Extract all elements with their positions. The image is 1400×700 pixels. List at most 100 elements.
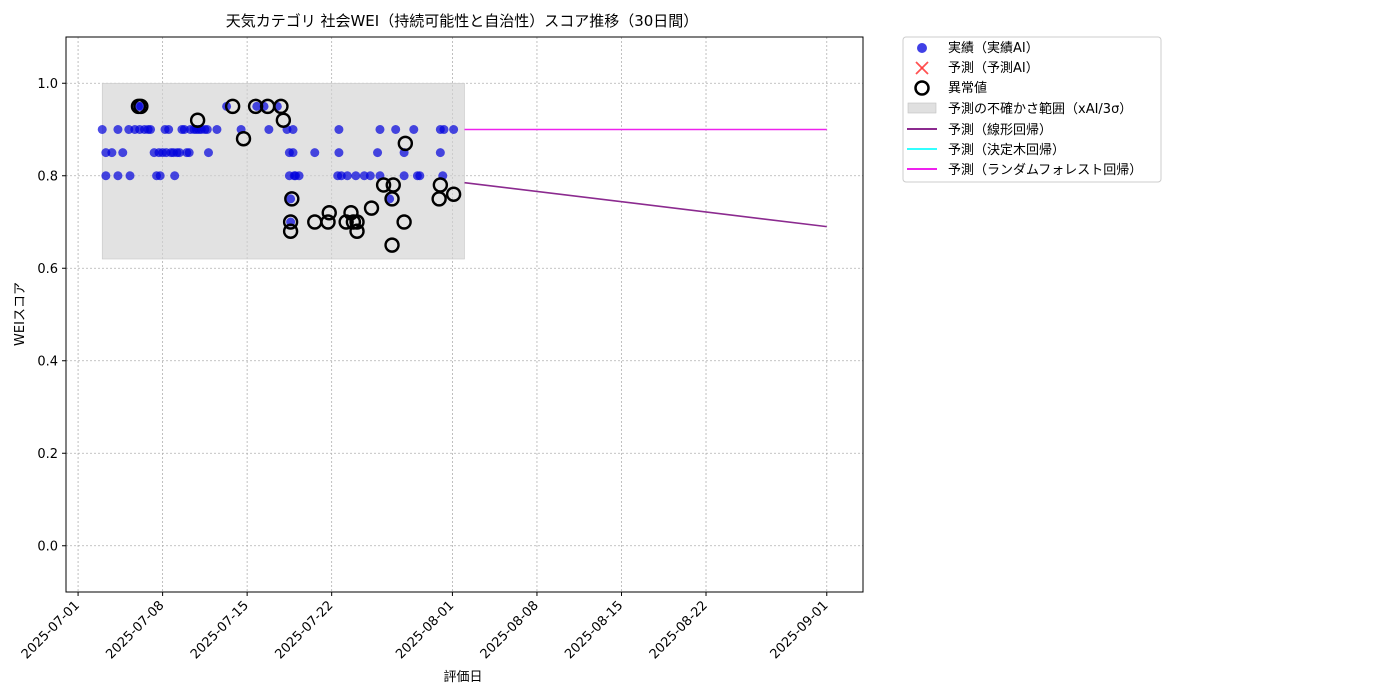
actual-points (97, 101, 459, 227)
actual-point (252, 101, 262, 111)
legend-actual-label: 実績（実績AI） (948, 40, 1039, 56)
actual-point (365, 171, 375, 181)
x-tick-label: 2025-09-01 (768, 598, 832, 662)
anomaly-marker (133, 98, 149, 115)
anomaly-marker (224, 98, 241, 115)
legend-box (902, 36, 1162, 183)
actual-point (385, 194, 395, 204)
legend: 実績（実績AI） 予測（予測AI） 異常値 予測の不確かさ範囲（xAI/3σ） … (902, 36, 1162, 183)
actual-point (125, 171, 135, 181)
actual-point (334, 148, 344, 158)
anomaly-markers (130, 98, 462, 253)
anomaly-marker (349, 214, 365, 230)
anomaly-marker (284, 191, 300, 207)
prediction-lines (464, 128, 827, 228)
actual-point (288, 148, 298, 158)
y-tick-label: 1.0 (37, 77, 58, 92)
actual-point (107, 148, 117, 158)
x-tick-label: 2025-07-08 (103, 598, 167, 662)
actual-point (203, 148, 213, 158)
legend-anomaly-marker (914, 80, 930, 96)
actual-point (342, 171, 352, 181)
actual-point (118, 148, 128, 158)
actual-point (146, 125, 156, 134)
actual-point (212, 125, 222, 134)
anomaly-marker (396, 214, 412, 230)
x-tick-label: 2025-08-22 (647, 598, 711, 662)
actual-point (170, 171, 180, 181)
anomaly-marker (282, 223, 299, 239)
anomaly-marker (375, 177, 392, 193)
actual-point (288, 125, 298, 134)
actual-point (113, 171, 123, 181)
x-tick-label: 2025-08-01 (393, 598, 457, 662)
actual-point (310, 148, 320, 158)
legend-actual-marker (917, 43, 927, 53)
plot-border (65, 36, 864, 593)
x-tick-label: 2025-08-15 (562, 598, 626, 662)
actual-point (264, 125, 274, 134)
actual-point (399, 171, 409, 181)
actual-point (184, 148, 194, 158)
actual-point (175, 148, 185, 158)
y-tick-label: 0.4 (37, 354, 58, 369)
anomaly-marker (275, 112, 292, 128)
actual-point (373, 148, 383, 158)
x-axis: 2025-07-01 2025-07-08 2025-07-15 2025-07-22… (19, 592, 832, 662)
anomaly-marker (273, 98, 289, 115)
anomaly-marker (384, 237, 400, 253)
actual-point (294, 171, 304, 181)
x-tick-label: 2025-07-01 (19, 598, 83, 662)
x-axis-label: 評価日 (443, 670, 482, 685)
actual-point (435, 148, 445, 158)
anomaly-marker (363, 200, 380, 216)
legend-band-swatch (907, 102, 937, 114)
x-tick-label: 2025-07-15 (188, 598, 252, 662)
actual-point (415, 171, 425, 181)
legend-forest-label: 予測（ランダムフォレスト回帰） (948, 162, 1142, 178)
actual-point (286, 194, 296, 204)
legend-predicted-marker (915, 61, 929, 75)
legend-band-label: 予測の不確かさ範囲（xAI/3σ） (948, 101, 1132, 117)
anomaly-marker (349, 223, 365, 239)
legend-anomaly-label: 異常値 (948, 80, 987, 96)
y-tick-label: 0.8 (37, 169, 58, 184)
actual-point (449, 125, 459, 134)
actual-point (101, 171, 111, 181)
anomaly-marker (385, 177, 401, 193)
anomaly-marker (445, 186, 462, 202)
actual-point (334, 125, 344, 134)
legend-tree-label: 予測（決定木回帰） (948, 142, 1065, 158)
anomaly-marker (235, 131, 252, 147)
chart-title: 天気カテゴリ 社会WEI（持続可能性と自治性）スコア推移（30日間） (226, 12, 699, 30)
actual-point (113, 125, 123, 134)
y-tick-label: 0.2 (37, 447, 58, 462)
actual-point (351, 171, 361, 181)
actual-point (202, 125, 212, 134)
anomaly-marker (320, 214, 336, 230)
actual-point (97, 125, 107, 134)
legend-predicted-label: 予測（予測AI） (948, 61, 1039, 76)
actual-point (409, 125, 419, 134)
y-tick-label: 0.0 (37, 539, 58, 554)
anomaly-marker (321, 205, 337, 221)
actual-point (391, 125, 401, 134)
plot-area (65, 36, 864, 593)
x-tick-label: 2025-07-22 (272, 598, 336, 662)
y-tick-label: 0.6 (37, 262, 58, 277)
anomaly-marker (189, 112, 206, 128)
actual-point (155, 171, 165, 181)
prediction-line (464, 181, 827, 228)
actual-point (375, 125, 385, 134)
legend-linear-label: 予測（線形回帰） (948, 122, 1052, 138)
actual-point (164, 125, 174, 134)
anomaly-marker (282, 214, 299, 230)
x-tick-label: 2025-08-08 (478, 598, 542, 662)
anomaly-marker (432, 177, 449, 193)
y-axis-label: WEIスコア (13, 282, 28, 346)
anomaly-marker (397, 135, 414, 152)
actual-point (439, 125, 449, 134)
actual-point (136, 101, 146, 111)
y-axis: 0.0 0.2 0.4 0.6 0.8 1.0 (37, 77, 66, 554)
